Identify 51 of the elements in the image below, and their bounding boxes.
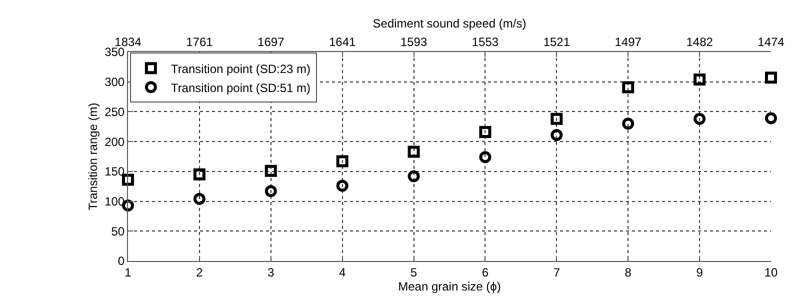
point xyxy=(694,73,706,86)
x-tick-label: 5 xyxy=(410,265,418,280)
x-axis-title: Mean grain size (ϕ) xyxy=(398,279,501,294)
y-tick-label: 300 xyxy=(104,75,125,90)
text: 1482 xyxy=(686,35,714,50)
x-tick-label: 4 xyxy=(338,265,346,280)
legend-label: Transition point (SD:23 m) xyxy=(170,62,311,76)
point xyxy=(550,129,563,141)
x-tick-label: 9 xyxy=(696,265,704,280)
text: 1593 xyxy=(400,35,428,50)
point xyxy=(264,185,277,198)
text: 1521 xyxy=(543,35,570,50)
x-tick-label: 2 xyxy=(196,265,204,280)
x2-axis-title: Sediment sound speed (m/s) xyxy=(372,16,526,30)
x-tick-label: 3 xyxy=(268,265,275,280)
point xyxy=(408,170,420,182)
point xyxy=(765,112,777,124)
y-tick-label: 0 xyxy=(118,254,125,268)
text: 1641 xyxy=(328,35,356,50)
text: 1697 xyxy=(258,35,285,50)
point xyxy=(622,118,634,130)
y-tick-label: 200 xyxy=(104,134,125,149)
point xyxy=(193,192,206,205)
point xyxy=(479,126,492,138)
x-tick-label: 10 xyxy=(764,265,778,280)
point xyxy=(479,151,492,164)
point xyxy=(122,199,134,212)
point xyxy=(622,81,634,94)
point xyxy=(408,146,420,158)
text: 1553 xyxy=(472,35,499,50)
text: 1497 xyxy=(614,35,642,50)
point xyxy=(550,112,563,125)
y-axis-title: Transition range (m) xyxy=(86,102,100,210)
y-tick-label: 150 xyxy=(104,164,125,179)
y-tick-label: 350 xyxy=(104,45,125,60)
point xyxy=(765,72,777,84)
y-tick-label: 250 xyxy=(104,104,125,119)
point xyxy=(336,180,348,192)
x-tick-label: 1 xyxy=(124,265,132,280)
x-tick-label: 8 xyxy=(624,265,632,280)
y-tick-label: 50 xyxy=(111,224,125,238)
point xyxy=(122,174,134,186)
point xyxy=(336,155,348,168)
x-tick-label: 6 xyxy=(482,265,489,280)
point xyxy=(193,168,206,180)
x-tick-label: 7 xyxy=(553,265,560,280)
text: 1474 xyxy=(758,35,785,50)
point xyxy=(264,164,277,177)
legend-label: Transition point (SD:51 m) xyxy=(170,80,311,95)
text: 1761 xyxy=(186,35,214,50)
point xyxy=(694,112,706,125)
